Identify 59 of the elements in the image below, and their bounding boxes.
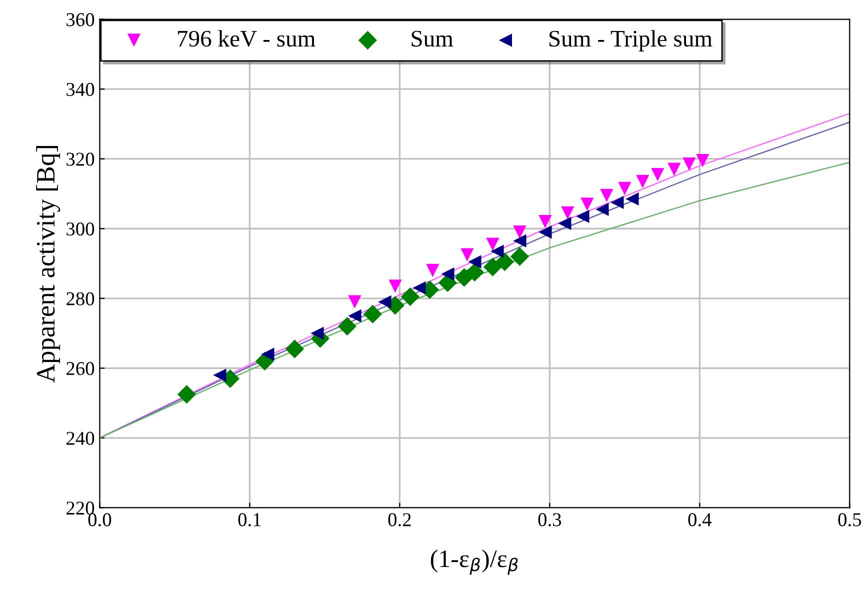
point bbox=[338, 316, 357, 336]
legend-label: Sum bbox=[412, 30, 454, 47]
point bbox=[412, 281, 426, 295]
point bbox=[618, 182, 632, 196]
y-tick-label: 320 bbox=[66, 152, 94, 166]
y-tick-label: 240 bbox=[66, 432, 94, 445]
point bbox=[490, 244, 504, 258]
y-tick-label: 300 bbox=[66, 222, 94, 236]
point bbox=[378, 295, 392, 308]
x-tick-label: 0.3 bbox=[538, 513, 562, 526]
y-tick-label: 340 bbox=[66, 82, 94, 96]
point bbox=[177, 385, 196, 404]
point bbox=[600, 188, 614, 202]
y-tick-label: 220 bbox=[66, 502, 94, 515]
point bbox=[696, 154, 710, 168]
point bbox=[576, 210, 590, 223]
point bbox=[363, 304, 382, 324]
point bbox=[465, 262, 484, 282]
point bbox=[626, 192, 639, 206]
x-tick-label: 0.1 bbox=[238, 513, 261, 526]
point bbox=[610, 196, 624, 210]
point bbox=[285, 340, 304, 358]
x-axis-title: (1-ε$_{β}$)/ε$_{β}$ bbox=[430, 550, 518, 575]
point bbox=[486, 238, 500, 251]
point bbox=[682, 157, 696, 171]
point bbox=[538, 226, 552, 239]
point bbox=[513, 226, 526, 239]
point bbox=[468, 255, 482, 268]
point bbox=[651, 168, 664, 182]
x-tick-label: 0.4 bbox=[688, 513, 712, 526]
point bbox=[513, 234, 526, 248]
y-axis-title: Apparent activity [Bq] bbox=[36, 146, 60, 383]
point bbox=[400, 287, 420, 306]
y-tick-label: 260 bbox=[66, 362, 94, 376]
point bbox=[596, 202, 609, 216]
x-tick-label: 0.5 bbox=[838, 513, 862, 526]
x-tick-label: 0.0 bbox=[88, 513, 112, 526]
point bbox=[558, 216, 572, 230]
point bbox=[460, 248, 474, 262]
point bbox=[388, 280, 402, 293]
point bbox=[668, 162, 681, 176]
x-tick-label: 0.2 bbox=[388, 513, 411, 526]
point bbox=[636, 174, 650, 188]
y-tick-label: 360 bbox=[66, 13, 94, 26]
point bbox=[426, 264, 440, 278]
point bbox=[483, 258, 502, 276]
point bbox=[580, 198, 594, 211]
point bbox=[310, 326, 324, 340]
legend-label: Sum - Triple sum bbox=[549, 30, 712, 52]
point bbox=[213, 368, 226, 382]
point bbox=[538, 215, 552, 228]
point bbox=[348, 295, 362, 308]
point bbox=[510, 247, 529, 266]
point bbox=[495, 252, 514, 272]
y-tick-label: 280 bbox=[66, 292, 94, 306]
point bbox=[441, 267, 454, 281]
point bbox=[348, 309, 362, 322]
legend-label: 796 keV - sum bbox=[178, 30, 316, 47]
point bbox=[561, 206, 574, 220]
